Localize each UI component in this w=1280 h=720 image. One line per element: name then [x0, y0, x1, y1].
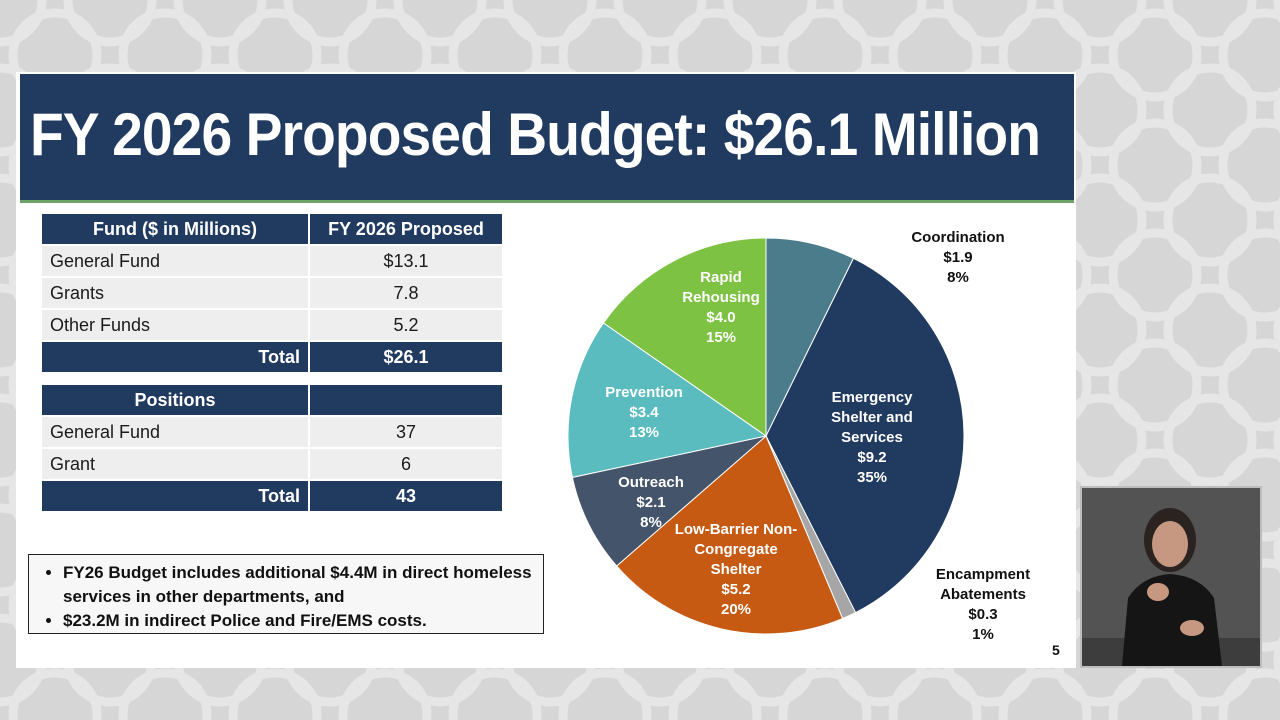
- position-value: 6: [308, 447, 504, 481]
- funds-total-row: Total $26.1: [40, 340, 504, 374]
- fund-value: 5.2: [308, 308, 504, 342]
- fund-value: 7.8: [308, 276, 504, 310]
- pie-slice-label: Emergency Shelter and Services $9.2 35%: [831, 389, 913, 486]
- fund-value: $13.1: [308, 244, 504, 278]
- table-row: General Fund 37: [40, 415, 504, 449]
- position-label: Grant: [40, 447, 310, 481]
- position-value: 37: [308, 415, 504, 449]
- funds-header-proposed: FY 2026 Proposed: [308, 212, 504, 246]
- title-bar: FY 2026 Proposed Budget: $26.1 Million: [20, 74, 1074, 203]
- pie-slice-label: Rapid Rehousing $4.0 15%: [682, 269, 760, 346]
- pie-slice-label: Low-Barrier Non-Congregate Shelter $5.2 20%: [675, 521, 798, 618]
- pie-slice-label: Coordination $1.9 8%: [911, 229, 1004, 286]
- positions-header: Positions: [40, 383, 310, 417]
- fund-label: General Fund: [40, 244, 310, 278]
- positions-header-blank: [308, 383, 504, 417]
- position-label: General Fund: [40, 415, 310, 449]
- notes-box: FY26 Budget includes additional $4.4M in…: [28, 554, 544, 634]
- fund-label: Other Funds: [40, 308, 310, 342]
- funds-total-value: $26.1: [308, 340, 504, 374]
- positions-total-label: Total: [40, 479, 310, 513]
- pie-slice-label: Outreach $2.1 8%: [618, 474, 684, 531]
- pie-slice: [615, 435, 844, 635]
- funds-header-fund: Fund ($ in Millions): [40, 212, 310, 246]
- table-row: General Fund $13.1: [40, 244, 504, 278]
- page-number: 5: [1052, 642, 1060, 658]
- positions-total-value: 43: [308, 479, 504, 513]
- pie-slice: [567, 322, 768, 478]
- funds-table: Fund ($ in Millions) FY 2026 Proposed Ge…: [40, 212, 504, 374]
- note-item: $23.2M in indirect Police and Fire/EMS c…: [63, 609, 533, 633]
- slide: FY 2026 Proposed Budget: $26.1 Million F…: [16, 72, 1076, 668]
- table-row: Grant 6: [40, 447, 504, 481]
- pie-slice: [571, 435, 768, 567]
- pie-slice-label: Prevention $3.4 13%: [605, 384, 683, 441]
- note-item: FY26 Budget includes additional $4.4M in…: [63, 561, 533, 609]
- table-row: Other Funds 5.2: [40, 308, 504, 342]
- sign-language-interpreter-icon: [1082, 488, 1260, 666]
- budget-pie-chart: Coordination $1.9 8% Emergency Shelter and Se…: [567, 229, 1030, 643]
- funds-total-label: Total: [40, 340, 310, 374]
- table-row: Grants 7.8: [40, 276, 504, 310]
- slide-title: FY 2026 Proposed Budget: $26.1 Million: [30, 101, 1041, 168]
- pie-slice: [765, 257, 965, 614]
- fund-label: Grants: [40, 276, 310, 310]
- positions-total-row: Total 43: [40, 479, 504, 513]
- positions-table: Positions General Fund 37 Grant 6 Total …: [40, 383, 504, 513]
- pie-slice-label: Encampment Abatements $0.3 1%: [936, 566, 1030, 643]
- pie-slice: [602, 237, 767, 437]
- interpreter-video[interactable]: [1080, 486, 1262, 668]
